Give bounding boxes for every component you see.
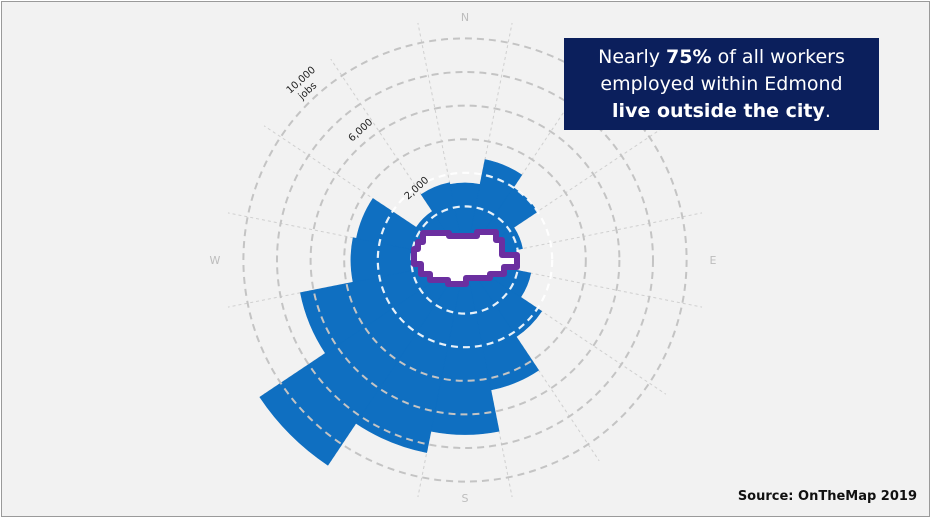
ring-10000: [276, 71, 654, 449]
compass-labels: N E S W: [210, 11, 717, 505]
callout-emphasis: live outside the city: [612, 100, 825, 122]
wedges: [259, 159, 542, 466]
ring-6000: [343, 138, 587, 382]
ring-4000: [376, 171, 554, 349]
compass-n: N: [461, 11, 469, 24]
city-outline: [411, 229, 520, 287]
city-boundary: [411, 229, 520, 287]
spoke-line: [227, 212, 466, 261]
compass-e: E: [710, 254, 717, 267]
callout-line-1: Nearly 75% of all workers: [564, 44, 879, 71]
callout-line-2: employed within Edmond: [600, 73, 843, 95]
callout-line1-post: of all workers: [711, 46, 845, 68]
spoke-line: [464, 259, 703, 308]
compass-s: S: [462, 492, 469, 505]
source-credit: Source: OnTheMap 2019: [737, 489, 917, 504]
callout-percent: 75%: [666, 46, 712, 68]
callout-line3-post: .: [824, 100, 831, 122]
headline-callout: Nearly 75% of all workers employed withi…: [564, 38, 879, 130]
ring-label-6000: 6,000: [347, 117, 376, 144]
callout-line-3: live outside the city.: [564, 98, 879, 125]
ring-12000: [242, 37, 688, 483]
ring-8000: [309, 104, 621, 416]
callout-line1-pre: Nearly: [598, 46, 667, 68]
ring-labels: 2,000 6,000 10,000 jobs: [285, 65, 432, 203]
compass-w: W: [210, 254, 221, 267]
spoke-line: [464, 259, 667, 395]
